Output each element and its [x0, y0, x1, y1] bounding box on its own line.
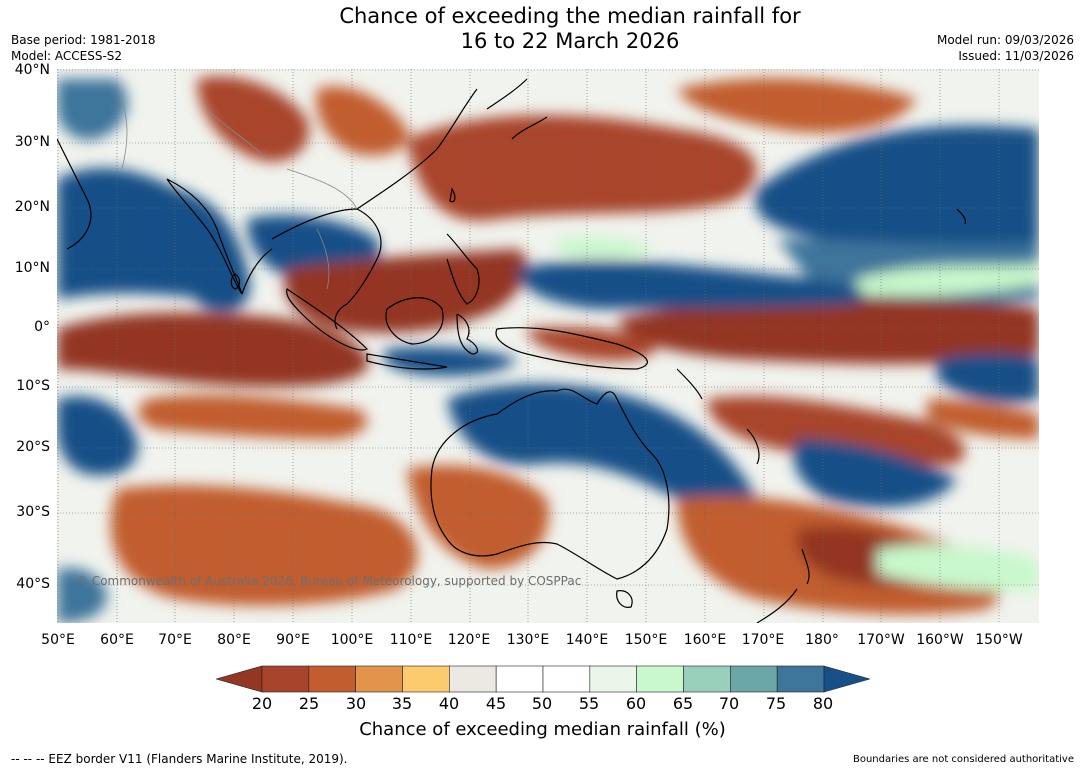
- boundaries-disclaimer: Boundaries are not considered authoritat…: [852, 754, 1074, 765]
- colorbar-tick: 30: [345, 694, 367, 713]
- eez-border-note: -- -- -- EEZ border V11 (Flanders Marine…: [11, 752, 348, 766]
- colorbar-tick: 60: [625, 694, 647, 713]
- colorbar: [214, 663, 872, 695]
- lon-label: 50°E: [41, 632, 75, 648]
- lat-label: 20°S: [16, 439, 50, 455]
- colorbar-tick: 75: [765, 694, 787, 713]
- colorbar-tick: 35: [391, 694, 413, 713]
- meta-left: Base period: 1981-2018 Model: ACCESS-S2: [11, 32, 156, 64]
- colorbar-segment: [542, 665, 591, 693]
- colorbar-tick: 65: [672, 694, 694, 713]
- colorbar-tick: 80: [812, 694, 834, 713]
- chart-title: Chance of exceeding the median rainfall …: [270, 4, 870, 54]
- colorbar-segment: [730, 665, 778, 693]
- colorbar-segment: [683, 665, 731, 693]
- colorbar-segment: [589, 665, 637, 693]
- lat-label: 20°N: [14, 199, 50, 215]
- lon-label: 150°W: [975, 632, 1023, 648]
- lon-label: 70°E: [158, 632, 192, 648]
- lat-label: 10°S: [16, 378, 50, 394]
- colorbar-tick: 50: [531, 694, 553, 713]
- lon-label: 140°E: [565, 632, 609, 648]
- colorbar-extension-low: [214, 665, 263, 693]
- colorbar-label: Chance of exceeding median rainfall (%): [359, 719, 726, 740]
- lon-label: 150°E: [624, 632, 668, 648]
- copyright-notice: © Commonwealth of Australia 2026, Bureau…: [76, 574, 582, 588]
- lon-label: 120°E: [447, 632, 491, 648]
- base-period: Base period: 1981-2018: [11, 33, 156, 47]
- colorbar-segment: [776, 665, 825, 693]
- lat-label: 10°N: [14, 260, 50, 276]
- colorbar-tick: 40: [438, 694, 460, 713]
- issued-date: Issued: 11/03/2026: [958, 49, 1074, 63]
- lon-label: 160°W: [916, 632, 964, 648]
- lon-label: 180°: [805, 632, 839, 648]
- coastlines: [57, 78, 967, 623]
- model-run: Model run: 09/03/2026: [936, 33, 1074, 47]
- lon-label: 130°E: [506, 632, 550, 648]
- colorbar-svg: [214, 665, 872, 693]
- colorbar-segment: [449, 665, 497, 693]
- colorbar-segment: [308, 665, 356, 693]
- title-line-1: Chance of exceeding the median rainfall …: [339, 4, 801, 28]
- title-line-2: 16 to 22 March 2026: [460, 29, 680, 53]
- colorbar-tick: 55: [578, 694, 600, 713]
- lon-label: 80°E: [217, 632, 251, 648]
- lat-label: 0°: [34, 319, 50, 335]
- lon-label: 110°E: [389, 632, 433, 648]
- lon-label: 160°E: [683, 632, 727, 648]
- colorbar-segments: [214, 665, 872, 693]
- meta-right: Model run: 09/03/2026 Issued: 11/03/2026: [937, 32, 1074, 64]
- lat-label: 40°S: [16, 576, 50, 592]
- colorbar-segment: [261, 665, 310, 693]
- colorbar-segment: [402, 665, 450, 693]
- model-name: Model: ACCESS-S2: [11, 49, 123, 63]
- lon-label: 100°E: [330, 632, 374, 648]
- lat-label: 40°N: [14, 62, 50, 78]
- colorbar-segment: [495, 665, 544, 693]
- lon-label: 170°W: [857, 632, 905, 648]
- colorbar-tick: 20: [251, 694, 273, 713]
- country-borders: [116, 88, 358, 290]
- colorbar-tick: 70: [718, 694, 740, 713]
- lon-label: 170°E: [741, 632, 785, 648]
- lat-label: 30°S: [16, 504, 50, 520]
- lat-label: 30°N: [14, 134, 50, 150]
- colorbar-tick: 45: [485, 694, 507, 713]
- lon-label: 90°E: [276, 632, 310, 648]
- colorbar-segment: [355, 665, 403, 693]
- colorbar-tick: 25: [298, 694, 320, 713]
- lon-label: 60°E: [100, 632, 134, 648]
- map-svg: [57, 69, 1039, 623]
- graticule: [57, 69, 1039, 623]
- rainfall-map: [57, 69, 1039, 623]
- colorbar-extension-high: [823, 665, 872, 693]
- rainfall-field: [57, 76, 1039, 623]
- colorbar-segment: [636, 665, 684, 693]
